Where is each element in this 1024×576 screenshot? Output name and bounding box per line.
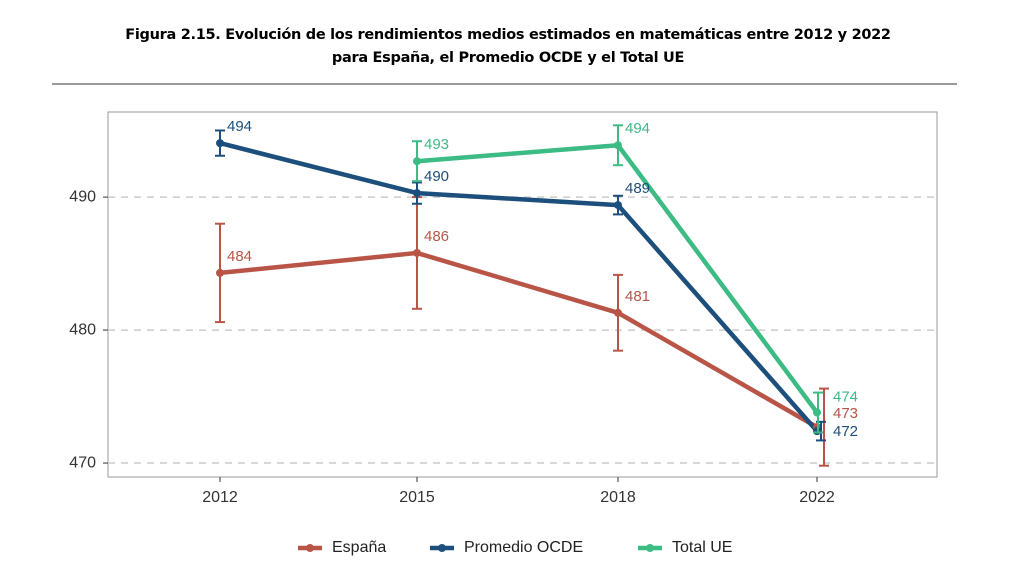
x-tick-label: 2018 xyxy=(600,489,636,506)
data-label: 472 xyxy=(833,423,858,440)
y-tick-label: 490 xyxy=(69,188,96,205)
point xyxy=(813,408,821,417)
x-tick-label: 2012 xyxy=(202,489,238,506)
data-label: 494 xyxy=(227,118,252,135)
point xyxy=(216,139,224,148)
data-label: 490 xyxy=(424,168,449,185)
x-tick-label: 2022 xyxy=(799,489,835,506)
plot-frame xyxy=(107,111,938,478)
point xyxy=(413,157,421,166)
data-label: 489 xyxy=(625,180,650,197)
chart-title: Figura 2.15. Evolución de los rendimient… xyxy=(125,27,890,43)
legend-swatch xyxy=(438,544,446,552)
legend-label: Total UE xyxy=(672,539,732,556)
point xyxy=(413,248,421,257)
data-label: 484 xyxy=(227,248,252,265)
x-tick-label: 2015 xyxy=(399,489,435,506)
legend-swatch xyxy=(306,544,314,552)
data-label: 494 xyxy=(625,120,650,137)
point xyxy=(614,141,622,150)
point xyxy=(614,201,622,210)
point xyxy=(216,268,224,277)
legend-swatch xyxy=(646,544,654,552)
error-bar xyxy=(819,387,829,467)
legend-label: España xyxy=(332,539,386,556)
point xyxy=(614,308,622,317)
data-label: 493 xyxy=(424,136,449,153)
chart-title: para España, el Promedio OCDE y el Total… xyxy=(332,50,684,66)
data-label: 486 xyxy=(424,228,449,245)
data-label: 481 xyxy=(625,288,650,305)
series-line xyxy=(219,250,819,430)
data-label: 474 xyxy=(833,388,858,405)
series-line xyxy=(219,140,819,433)
y-tick-label: 470 xyxy=(69,454,96,471)
data-label: 473 xyxy=(833,405,858,422)
y-tick-label: 480 xyxy=(69,321,96,338)
legend-label: Promedio OCDE xyxy=(464,539,583,556)
point xyxy=(413,189,421,198)
